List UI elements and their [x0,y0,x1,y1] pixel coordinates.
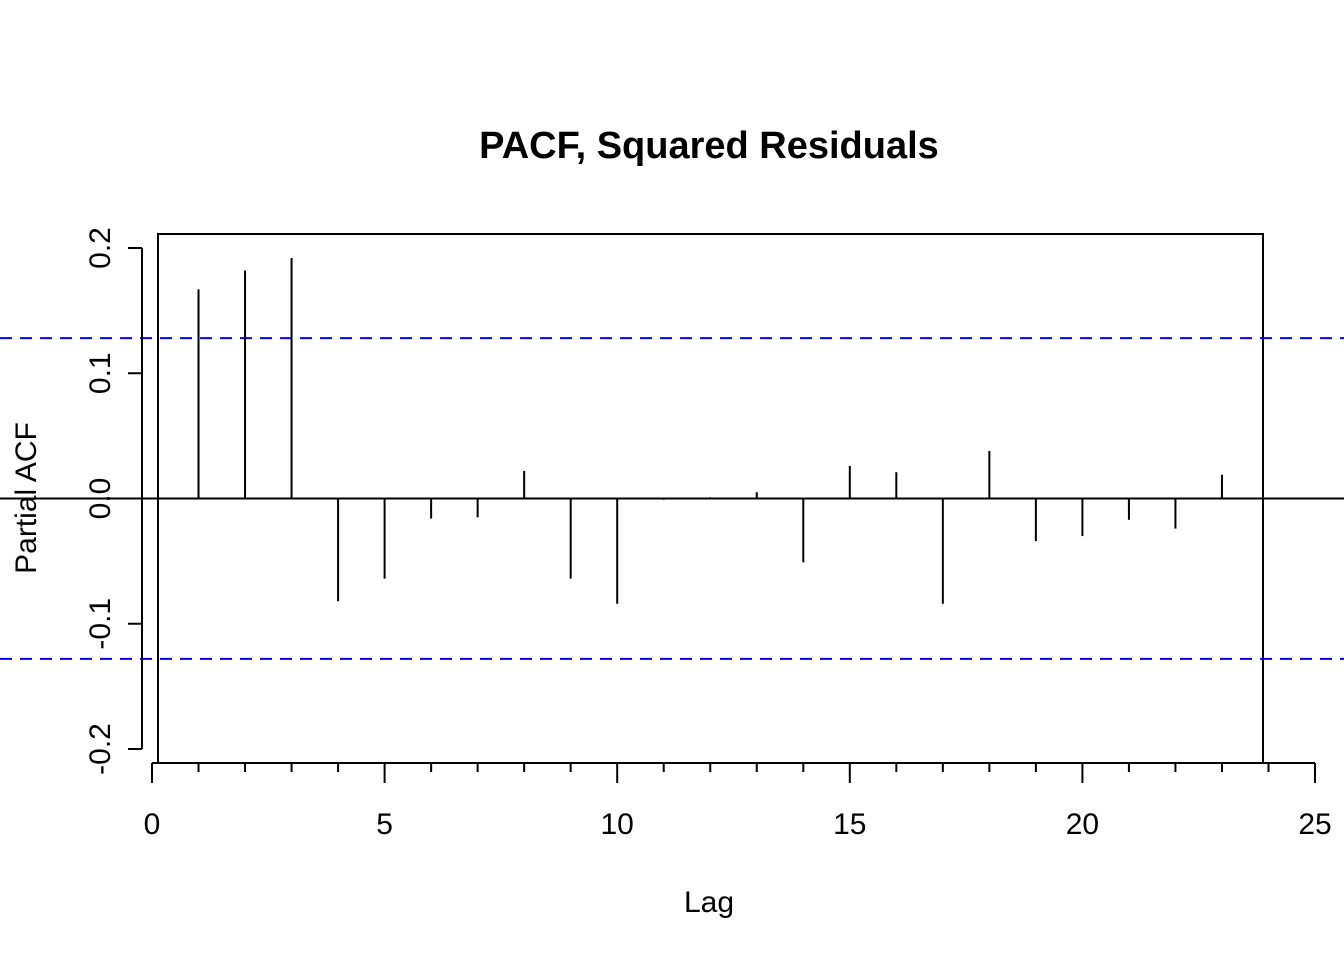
chart-title: PACF, Squared Residuals [479,125,939,167]
x-tick-label: 15 [833,808,866,841]
y-tick-label: 0.1 [84,352,117,394]
y-tick-label: 0.0 [84,478,117,520]
x-tick-label: 10 [601,808,634,841]
y-tick-label: 0.2 [84,227,117,269]
x-tick-label: 25 [1298,808,1331,841]
x-tick-label: 5 [376,808,393,841]
y-tick-label: -0.2 [84,723,117,775]
x-axis-label: Lag [684,886,734,919]
y-tick-label: -0.1 [84,598,117,650]
x-tick-label: 20 [1066,808,1099,841]
chart-marks: 0 5 10 15 20 25 -0.2 -0.1 0.0 0.1 0.2 [0,227,1344,841]
x-tick-label: 0 [144,808,161,841]
